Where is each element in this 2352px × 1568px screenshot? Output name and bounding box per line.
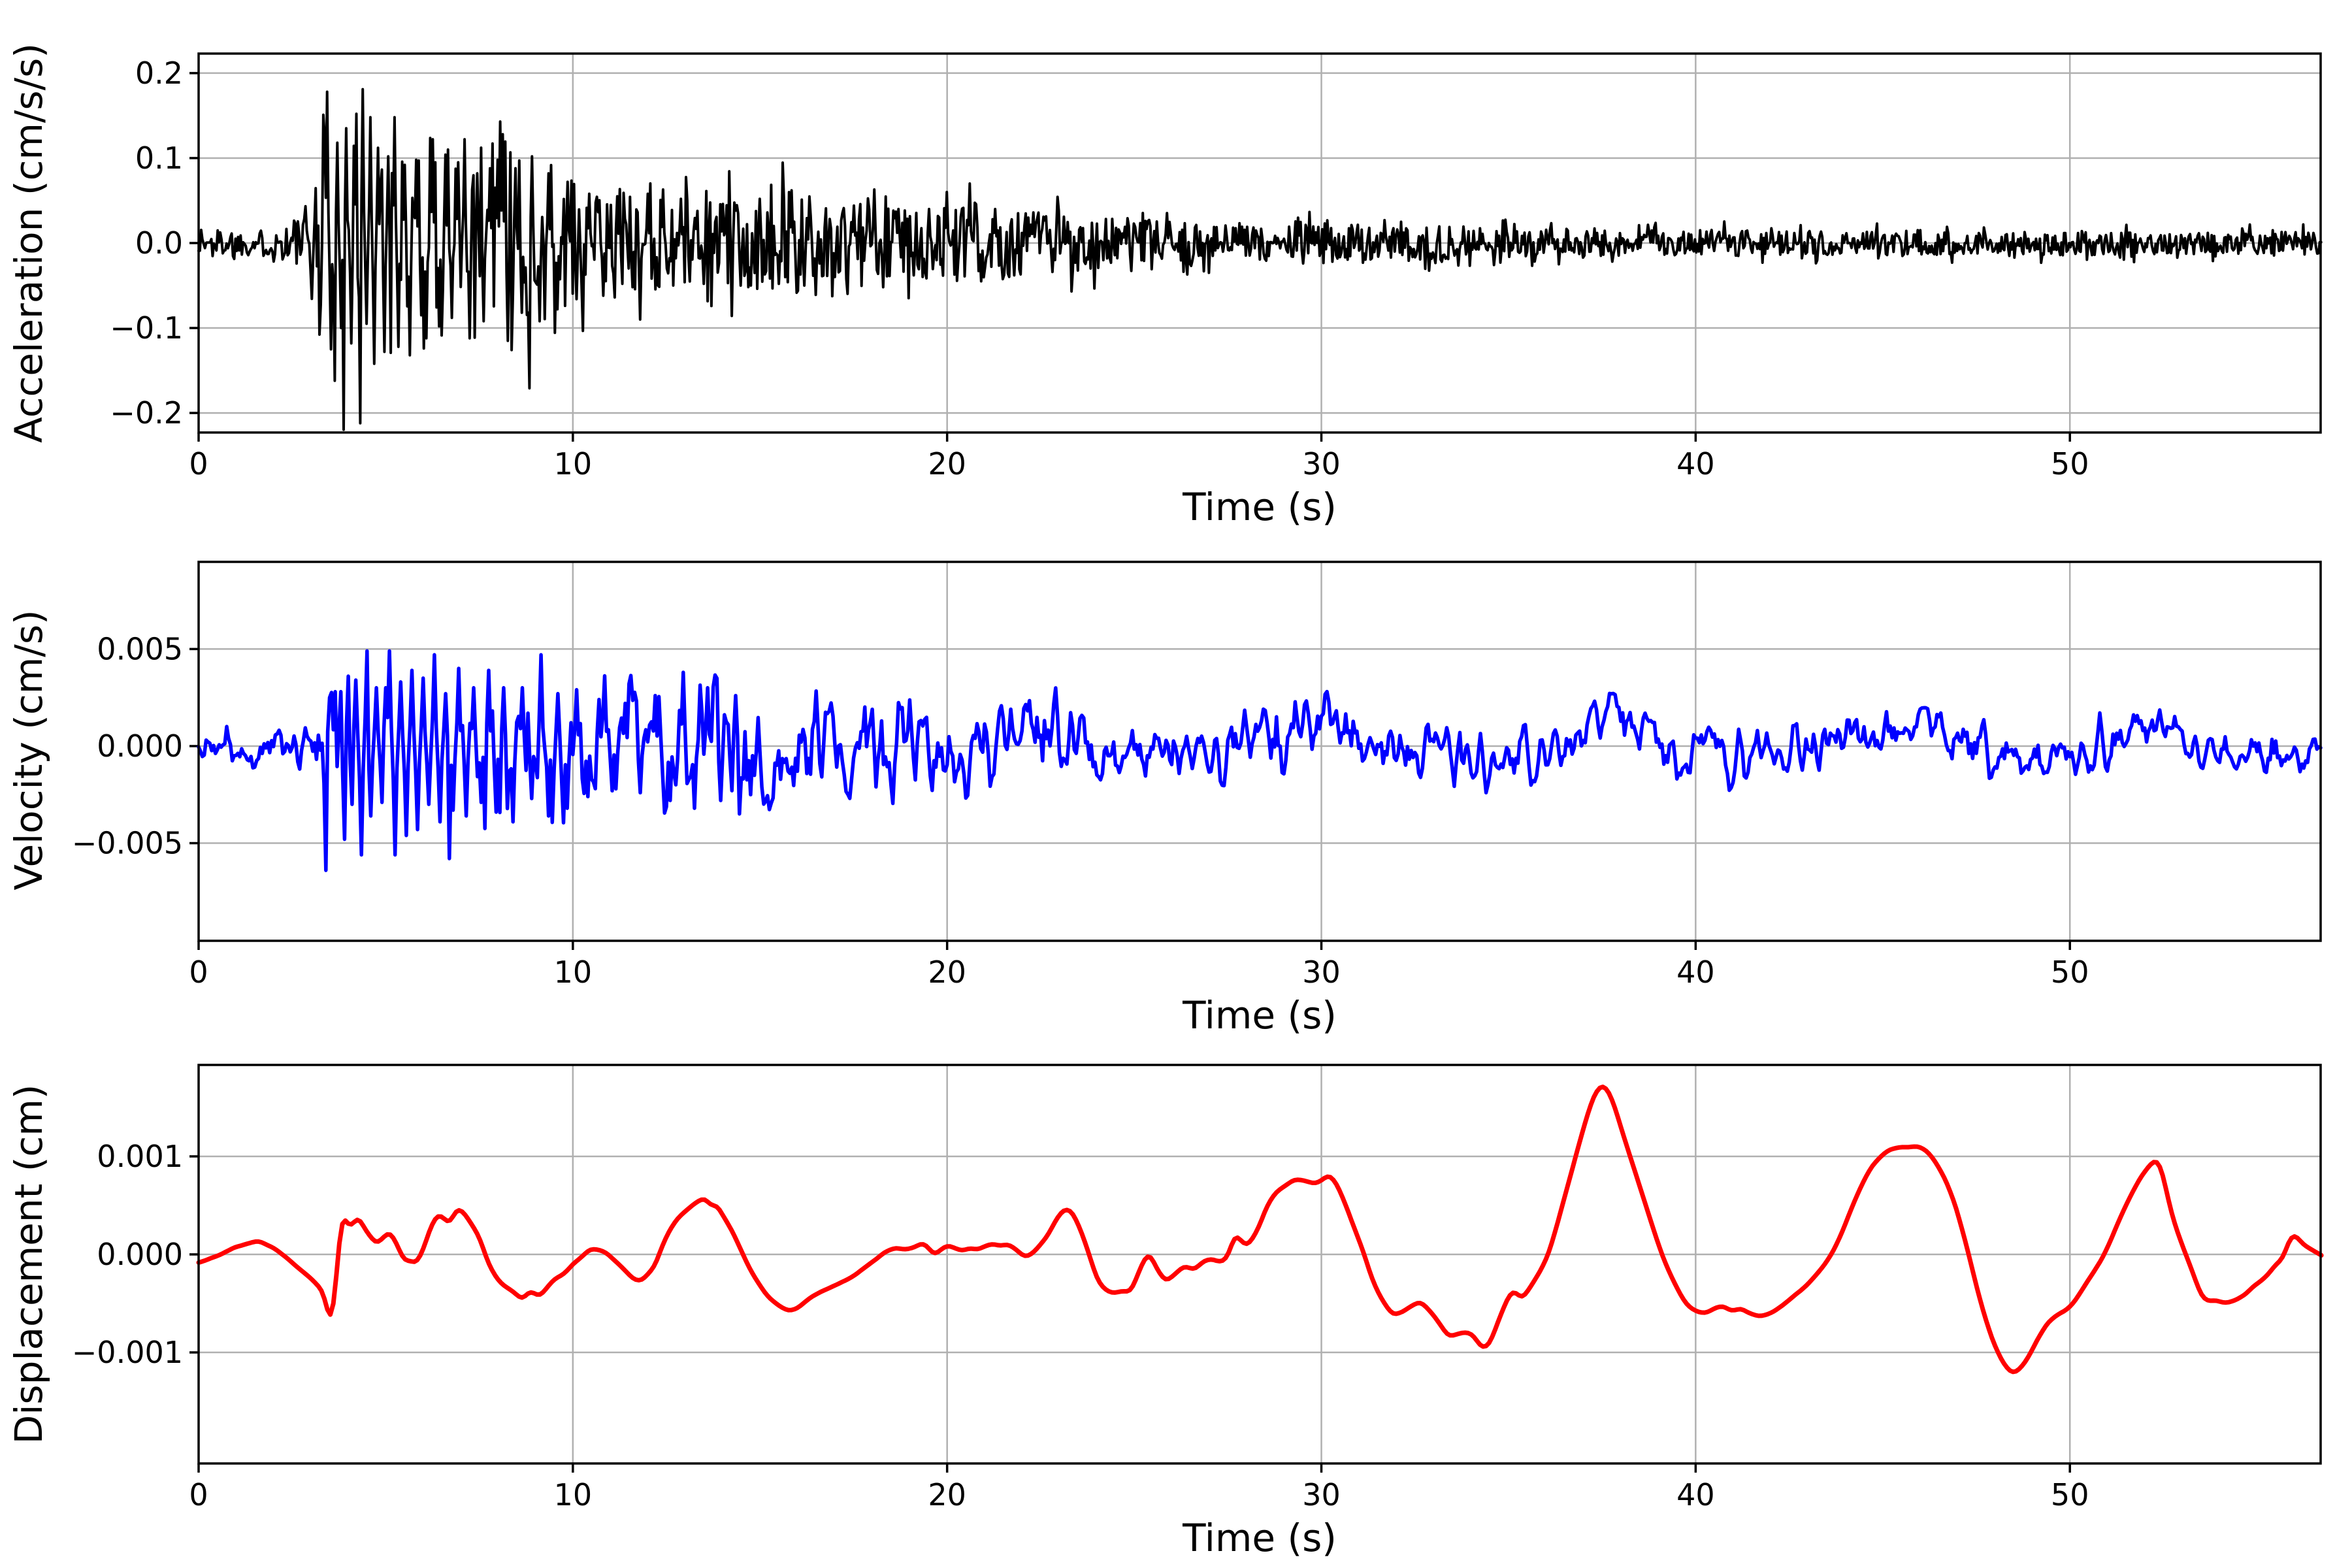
- displacement-ylabel: Displacement (cm): [7, 1085, 51, 1445]
- displacement-subplot: 0 10 20 30 40 50 0.001 0.000 −0.001 Displacement…: [7, 1064, 2324, 1560]
- x-tick-label: 20: [928, 955, 966, 990]
- x-tick-label: 50: [2051, 955, 2089, 990]
- displacement-xlabel: Time (s): [1182, 1516, 1337, 1560]
- x-tick-label: 0: [189, 955, 208, 990]
- velocity-ylabel: Velocity (cm/s): [7, 610, 51, 890]
- y-tick-label: 0.000: [97, 1237, 183, 1272]
- displacement-grid: [197, 1065, 2321, 1463]
- x-tick-label: 0: [189, 446, 208, 482]
- acceleration-xlabel: Time (s): [1182, 485, 1337, 529]
- x-tick-label: 10: [554, 955, 593, 990]
- displacement-spines: [197, 1064, 2322, 1465]
- velocity-xlabel: Time (s): [1182, 993, 1337, 1037]
- x-tick-label: 20: [928, 1477, 966, 1512]
- x-tick-label: 50: [2051, 446, 2089, 482]
- y-tick-label: 0.001: [97, 1139, 183, 1174]
- y-tick-label: −0.001: [72, 1335, 183, 1370]
- y-tick-label: 0.005: [97, 631, 183, 666]
- acceleration-trace: [197, 88, 2323, 431]
- acceleration-ticks: 0 10 20 30 40 50 0.2 0.1 0.0 −0.1 −0.2: [110, 56, 2089, 482]
- y-tick-label: −0.2: [110, 395, 183, 431]
- x-tick-label: 40: [1676, 955, 1715, 990]
- x-tick-label: 0: [189, 1477, 208, 1512]
- y-tick-label: 0.0: [135, 225, 183, 261]
- x-tick-label: 40: [1676, 1477, 1715, 1512]
- velocity-spines: [197, 561, 2322, 942]
- y-tick-label: 0.000: [97, 728, 183, 764]
- acceleration-ylabel: Acceleration (cm/s/s): [7, 43, 51, 443]
- y-tick-label: −0.005: [72, 826, 183, 861]
- y-tick-label: 0.1: [135, 140, 183, 176]
- x-tick-label: 20: [928, 446, 966, 482]
- x-tick-label: 40: [1676, 446, 1715, 482]
- x-tick-label: 30: [1302, 955, 1341, 990]
- acceleration-spines: [197, 52, 2322, 434]
- x-tick-label: 30: [1302, 1477, 1341, 1512]
- y-tick-label: −0.1: [110, 310, 183, 346]
- x-tick-label: 30: [1302, 446, 1341, 482]
- displacement-ticks: 0 10 20 30 40 50 0.001 0.000 −0.001: [72, 1139, 2089, 1512]
- velocity-ticks: 0 10 20 30 40 50 0.005 0.000 −0.005: [72, 631, 2089, 990]
- x-tick-label: 10: [554, 1477, 593, 1512]
- velocity-subplot: 0 10 20 30 40 50 0.005 0.000 −0.005 Velocity (cm…: [7, 561, 2323, 1037]
- y-tick-label: 0.2: [135, 56, 183, 91]
- x-tick-label: 10: [554, 446, 593, 482]
- displacement-trace: [196, 1085, 2324, 1375]
- velocity-trace: [197, 649, 2323, 872]
- acceleration-subplot: 0 10 20 30 40 50 0.2 0.1 0.0 −0.1 −0.2 Acceleratio…: [7, 43, 2323, 529]
- x-tick-label: 50: [2051, 1477, 2089, 1512]
